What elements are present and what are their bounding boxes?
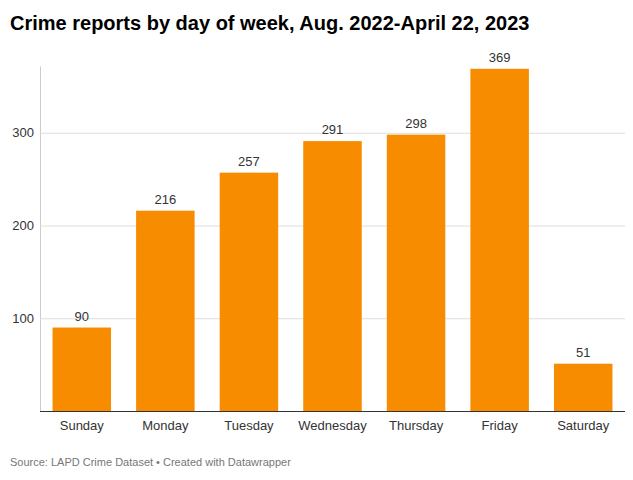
chart: Crime reports by day of week, Aug. 2022-… [0,0,633,480]
bar [53,328,112,411]
source: Source: LAPD Crime Dataset • Created wit… [10,456,291,468]
x-tick: Wednesday [298,418,367,433]
x-axis: Sunday Monday Tuesday Wednesday Thursday Frid… [40,412,625,434]
x-tick: Tuesday [224,418,274,433]
x-tick-label: Sunday [60,418,105,433]
y-axis-line [40,67,41,412]
x-tick-label: Thursday [389,418,444,433]
bars [53,69,613,411]
bar [470,69,528,411]
data-label: 216 [155,192,177,207]
x-axis-line [40,411,625,412]
bar [220,173,279,411]
y-tick-label: 300 [12,125,34,140]
x-tick: Saturday [557,418,610,433]
x-tick-label: Tuesday [224,418,274,433]
y-tick-label: 200 [12,218,34,233]
data-label: 369 [489,50,511,65]
title: Crime reports by day of week, Aug. 2022-… [10,12,529,34]
data-labels: 90 216 257 291 298 369 51 [75,50,591,360]
x-tick-label: Saturday [557,418,610,433]
bar [136,211,195,411]
bar [303,141,362,411]
data-label: 298 [405,116,427,131]
data-label: 51 [576,345,590,360]
y-tick: 300 [12,125,625,140]
y-axis: 100 200 300 [12,67,625,412]
bar [554,364,613,411]
data-label: 90 [75,309,89,324]
x-tick: Monday [142,418,189,433]
x-tick-label: Wednesday [298,418,367,433]
plot: 100 200 300 Sunday Monday Tuesday Wednesday Thu… [12,50,625,433]
y-tick-label: 100 [12,311,34,326]
x-tick-label: Monday [142,418,189,433]
x-tick: Thursday [389,418,444,433]
x-tick: Sunday [60,418,105,433]
bar [387,135,446,411]
data-label: 291 [322,122,344,137]
x-tick: Friday [482,418,519,433]
data-label: 257 [238,154,260,169]
x-tick-label: Friday [482,418,519,433]
